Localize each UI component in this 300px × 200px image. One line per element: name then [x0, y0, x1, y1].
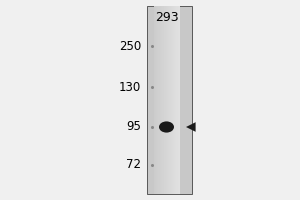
Text: 250: 250	[119, 40, 141, 52]
Text: 293: 293	[155, 11, 178, 24]
Text: 95: 95	[126, 120, 141, 134]
Text: 72: 72	[126, 158, 141, 171]
Text: 130: 130	[119, 81, 141, 94]
Ellipse shape	[159, 121, 174, 133]
Polygon shape	[186, 122, 196, 132]
Bar	[147, 6, 192, 194]
